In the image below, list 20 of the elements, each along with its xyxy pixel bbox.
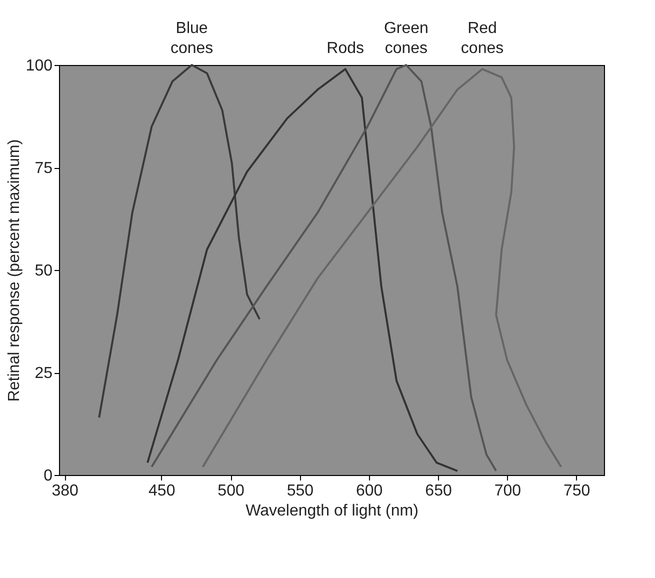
x-axis-title: Wavelength of light (nm) [246,502,418,520]
x-tick-label: 500 [218,482,244,500]
x-tick-label: 450 [148,482,176,500]
series-label: Rods [326,40,364,57]
x-tick-label: 700 [494,482,522,500]
y-tick-label: 50 [34,262,53,280]
x-tick-label: 650 [425,482,452,500]
series-label: Blue cones [170,20,214,57]
y-tick-label: 100 [26,58,53,74]
y-tick-label: 25 [34,365,53,382]
line-series [202,68,562,468]
series-label: Green cones [384,20,428,57]
y-tick-label: 0 [44,468,53,484]
x-tick-label: 600 [356,482,383,500]
y-tick-label: 75 [34,160,53,177]
y-axis-title: Retinal response (percent maximum) [6,139,23,402]
x-tick-label: 750 [563,482,590,500]
x-tick-label: 380 [52,482,78,500]
series-label: Red cones [460,20,504,57]
x-tick-label: 550 [286,482,314,500]
